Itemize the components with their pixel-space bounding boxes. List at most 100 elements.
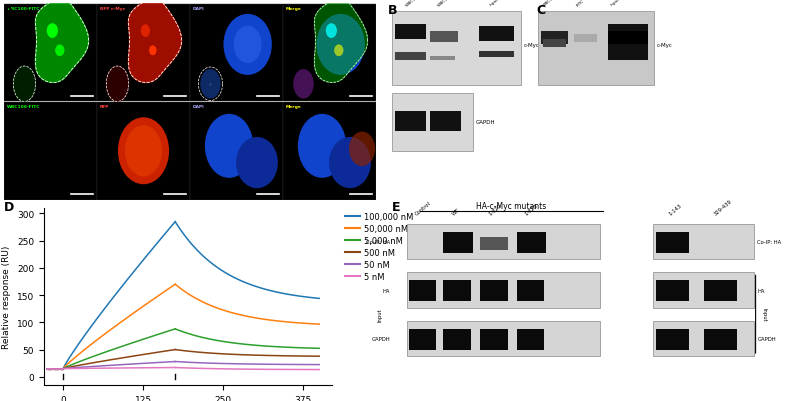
Bar: [479, 27, 514, 42]
Bar: [406, 225, 599, 260]
Text: 1-143: 1-143: [667, 203, 682, 217]
Text: Input: Input: [761, 308, 766, 321]
Ellipse shape: [46, 24, 58, 39]
Text: Input: Input: [610, 0, 622, 7]
Text: GAPDH: GAPDH: [758, 336, 776, 341]
Text: 1-320: 1-320: [487, 203, 502, 217]
Ellipse shape: [234, 26, 262, 64]
Text: Input: Input: [489, 0, 500, 7]
Ellipse shape: [223, 15, 272, 76]
Bar: [517, 329, 545, 350]
Bar: [392, 94, 474, 151]
Bar: [443, 329, 471, 350]
Text: FITC: FITC: [576, 0, 586, 7]
Bar: [657, 329, 690, 350]
Ellipse shape: [205, 115, 254, 178]
Bar: [574, 35, 597, 43]
Bar: [657, 281, 690, 302]
Text: D: D: [4, 200, 14, 213]
Bar: [430, 57, 455, 61]
Bar: [653, 321, 754, 356]
Bar: [480, 281, 508, 302]
Legend: 100,000 nM, 50,000 nM, 5,000 nM, 500 nM, 50 nM, 5 nM: 100,000 nM, 50,000 nM, 5,000 nM, 500 nM,…: [342, 209, 417, 284]
Ellipse shape: [125, 126, 162, 177]
Bar: [406, 273, 599, 308]
Bar: [704, 281, 738, 302]
Bar: [283, 103, 375, 200]
Bar: [395, 53, 426, 61]
Bar: [283, 4, 375, 102]
Text: E: E: [392, 200, 401, 213]
Y-axis label: Relative response (RU): Relative response (RU): [2, 245, 11, 348]
Text: WBC100+WBC100-FITC: WBC100+WBC100-FITC: [437, 0, 479, 7]
Bar: [653, 225, 754, 260]
Bar: [98, 4, 190, 102]
Bar: [406, 321, 599, 356]
Text: Input: Input: [378, 308, 383, 321]
Ellipse shape: [298, 115, 346, 178]
Ellipse shape: [236, 138, 278, 189]
Bar: [543, 40, 566, 48]
Bar: [395, 112, 426, 132]
Bar: [409, 329, 436, 350]
Ellipse shape: [334, 45, 343, 57]
Text: DAPI: DAPI: [193, 105, 205, 109]
Bar: [5, 103, 97, 200]
Bar: [538, 12, 654, 86]
Bar: [608, 32, 647, 45]
Polygon shape: [314, 0, 368, 83]
Text: DAPI: DAPI: [193, 7, 205, 11]
Polygon shape: [106, 67, 129, 102]
Text: HA: HA: [758, 288, 765, 293]
Text: c-Myc: c-Myc: [656, 43, 672, 47]
Text: Co-IP: HA: Co-IP: HA: [366, 240, 390, 245]
Bar: [517, 281, 545, 302]
Text: Merge: Merge: [286, 7, 302, 11]
Text: HA: HA: [382, 288, 390, 293]
Ellipse shape: [200, 70, 221, 99]
Ellipse shape: [141, 25, 150, 38]
Text: HA-c-Myc mutants: HA-c-Myc mutants: [476, 201, 546, 210]
Text: Control: Control: [414, 200, 432, 217]
Bar: [443, 233, 473, 253]
Bar: [517, 233, 546, 253]
Bar: [430, 32, 458, 43]
Bar: [395, 25, 426, 40]
Bar: [480, 237, 508, 250]
Text: GAPDH: GAPDH: [476, 119, 496, 124]
Ellipse shape: [349, 132, 375, 166]
Bar: [392, 12, 521, 86]
Text: WBC100-FITC: WBC100-FITC: [6, 7, 40, 11]
Ellipse shape: [329, 138, 371, 189]
Ellipse shape: [118, 118, 169, 185]
Text: WBC100-FITC: WBC100-FITC: [6, 105, 40, 109]
Polygon shape: [14, 67, 36, 102]
Text: Merge: Merge: [286, 105, 302, 109]
Text: 329-439: 329-439: [714, 198, 734, 217]
Bar: [704, 329, 738, 350]
Bar: [479, 51, 514, 58]
Text: WBC100-FITC: WBC100-FITC: [542, 0, 567, 7]
Text: Co-IP: HA: Co-IP: HA: [758, 240, 782, 245]
Bar: [541, 32, 568, 45]
Text: RFP: RFP: [100, 105, 109, 109]
Bar: [443, 281, 471, 302]
Bar: [409, 281, 436, 302]
Bar: [480, 329, 508, 350]
Text: GAPDH: GAPDH: [371, 336, 390, 341]
Bar: [653, 273, 754, 308]
Bar: [430, 112, 461, 132]
Polygon shape: [35, 0, 89, 83]
Ellipse shape: [55, 45, 65, 57]
Text: WBC100-FITC: WBC100-FITC: [405, 0, 430, 7]
Ellipse shape: [317, 15, 365, 76]
Bar: [98, 103, 190, 200]
Polygon shape: [128, 0, 182, 83]
Text: 1-328: 1-328: [524, 203, 539, 217]
Text: A: A: [4, 4, 14, 17]
Bar: [190, 4, 282, 102]
Ellipse shape: [149, 46, 157, 56]
Text: WT: WT: [450, 207, 461, 217]
Bar: [5, 4, 97, 102]
Text: RFP c-Myc: RFP c-Myc: [100, 7, 125, 11]
